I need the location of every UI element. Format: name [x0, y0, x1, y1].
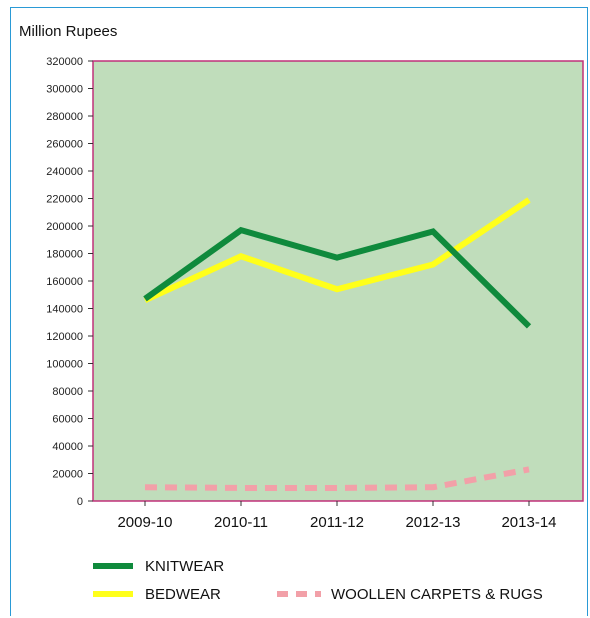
y-tick-label: 20000 [52, 469, 83, 481]
y-tick-label: 260000 [46, 139, 83, 151]
y-tick-label: 60000 [52, 414, 83, 426]
x-axis-ticks: 2009-10 2010-11 2011-12 2012-13 2013-14 [117, 501, 557, 531]
legend-label: KNITWEAR [145, 558, 224, 575]
chart-canvas: Million Rupees 0 20000 40000 60000 80000 1000… [19, 23, 584, 603]
legend-label: WOOLLEN CARPETS & RUGS [331, 586, 543, 603]
x-tick-label: 2009-10 [117, 514, 172, 531]
y-tick-label: 240000 [46, 166, 83, 178]
y-tick-label: 200000 [46, 221, 83, 233]
y-axis-ticks: 0 20000 40000 60000 80000 100000 120000 140000 1… [46, 56, 93, 508]
y-tick-label: 100000 [46, 359, 83, 371]
x-tick-label: 2012-13 [405, 514, 460, 531]
y-tick-label: 280000 [46, 111, 83, 123]
series-line-woollen-carpets-rugs [144, 466, 530, 491]
y-tick-label: 180000 [46, 249, 83, 261]
y-axis-unit-label: Million Rupees [19, 23, 117, 40]
y-tick-label: 220000 [46, 194, 83, 206]
y-tick-label: 320000 [46, 56, 83, 68]
y-tick-label: 160000 [46, 276, 83, 288]
legend: KNITWEAR BEDWEAR WOOLLEN CARPETS & RUGS [93, 558, 543, 603]
y-tick-label: 0 [77, 496, 83, 508]
series-lines [143, 197, 532, 491]
x-tick-label: 2011-12 [310, 514, 364, 531]
y-tick-label: 40000 [52, 441, 83, 453]
x-tick-label: 2013-14 [501, 514, 556, 531]
y-tick-label: 300000 [46, 84, 83, 96]
y-tick-label: 140000 [46, 304, 83, 316]
y-tick-label: 80000 [52, 386, 83, 398]
chart-frame: Million Rupees 0 20000 40000 60000 80000 1000… [10, 7, 588, 616]
legend-label: BEDWEAR [145, 586, 221, 603]
y-tick-label: 120000 [46, 331, 83, 343]
x-tick-label: 2010-11 [214, 514, 268, 531]
